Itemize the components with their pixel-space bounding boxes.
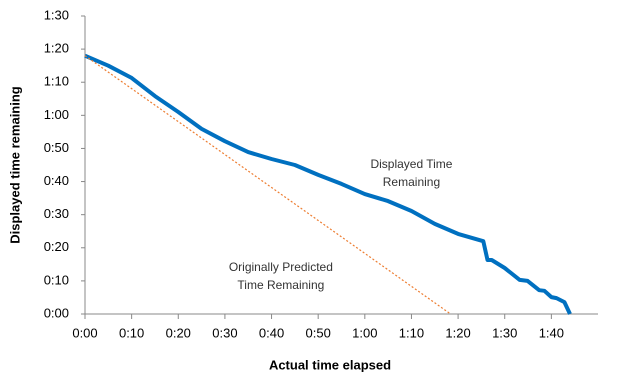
y-tick-label: 1:20 [44, 41, 69, 56]
y-tick-label: 0:10 [44, 272, 69, 287]
x-tick-label: 0:10 [119, 325, 144, 340]
y-axis-title: Displayed time remaining [7, 86, 22, 244]
x-axis-title: Actual time elapsed [269, 357, 391, 372]
x-tick-label: 0:50 [306, 325, 331, 340]
series-line [84, 53, 572, 315]
x-tick-label: 1:20 [445, 325, 470, 340]
annotation: Remaining [383, 175, 440, 189]
annotation: Originally Predicted [229, 260, 333, 274]
x-tick-label: 1:00 [352, 325, 377, 340]
y-tick-label: 0:00 [44, 305, 69, 320]
annotation: Time Remaining [237, 278, 324, 292]
y-tick-label: 0:50 [44, 140, 69, 155]
y-tick-label: 1:30 [44, 7, 69, 22]
x-tick-label: 0:30 [212, 325, 237, 340]
series-line [84, 55, 451, 315]
annotation: Displayed Time [370, 157, 452, 171]
y-tick-label: 0:40 [44, 173, 69, 188]
x-tick-label: 1:40 [539, 325, 564, 340]
y-tick-label: 0:20 [44, 239, 69, 254]
x-tick-label: 0:00 [72, 325, 97, 340]
x-tick-label: 1:10 [399, 325, 424, 340]
x-tick-label: 0:40 [259, 325, 284, 340]
y-tick-label: 1:10 [44, 74, 69, 89]
x-tick-label: 0:20 [166, 325, 191, 340]
y-tick-label: 0:30 [44, 206, 69, 221]
y-tick-label: 1:00 [44, 107, 69, 122]
x-tick-label: 1:30 [492, 325, 517, 340]
